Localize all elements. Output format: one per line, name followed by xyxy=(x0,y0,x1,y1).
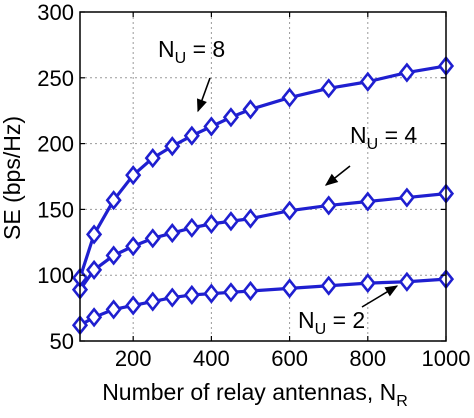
data-series xyxy=(71,55,455,336)
data-point-marker xyxy=(359,71,376,92)
data-point-marker xyxy=(320,195,337,216)
annotation-value: = 2 xyxy=(326,307,365,333)
data-point-marker xyxy=(242,99,259,120)
annotation-main: N xyxy=(350,122,367,148)
annotation-subscript: U xyxy=(367,136,379,153)
x-tick-label: 1000 xyxy=(422,346,471,371)
data-point-marker xyxy=(125,295,142,316)
x-axis-label: Number of relay antennas, NR xyxy=(102,379,408,410)
x-tick-label: 600 xyxy=(271,346,308,371)
data-point-marker xyxy=(86,259,103,281)
x-axis-label-sub: R xyxy=(396,393,408,410)
y-tick-label: 50 xyxy=(50,329,74,354)
annotation-subscript: U xyxy=(175,50,187,67)
data-point-marker xyxy=(105,299,122,320)
data-point-marker xyxy=(242,280,259,302)
data-point-marker xyxy=(125,165,142,186)
y-axis-label: SE (bps/Hz) xyxy=(0,116,25,240)
annotation-main: N xyxy=(158,36,175,62)
data-point-marker xyxy=(242,208,259,229)
annotation-arrowhead xyxy=(384,285,399,297)
data-point-marker xyxy=(164,287,181,308)
data-point-marker xyxy=(281,87,298,108)
data-point-marker xyxy=(398,271,415,292)
y-tick-label: 200 xyxy=(37,132,74,157)
y-tick-label: 100 xyxy=(37,263,74,288)
data-point-marker xyxy=(144,147,161,169)
data-point-marker xyxy=(86,307,103,328)
annotation-value: = 4 xyxy=(378,122,417,148)
plot-frame xyxy=(79,11,447,342)
x-tick-label: 800 xyxy=(349,346,386,371)
x-tick-label: 400 xyxy=(193,346,230,371)
annotation-subscript: U xyxy=(315,321,327,338)
annotation-arrowhead xyxy=(197,98,207,113)
data-point-marker xyxy=(359,191,376,212)
annotation-main: N xyxy=(298,307,315,333)
data-point-marker xyxy=(281,200,298,221)
y-tick-label: 150 xyxy=(37,197,74,222)
data-point-marker xyxy=(281,278,298,299)
data-point-marker xyxy=(203,283,220,304)
series-annotation-label: NU = 8 xyxy=(158,36,225,67)
annotation-arrowhead xyxy=(324,173,339,186)
data-point-marker xyxy=(320,275,337,296)
data-point-marker xyxy=(144,291,161,312)
annotation-value: = 8 xyxy=(186,36,225,62)
data-point-marker xyxy=(105,190,122,211)
data-point-marker xyxy=(222,282,240,303)
data-point-marker xyxy=(398,187,415,208)
data-point-marker xyxy=(164,223,181,244)
data-point-marker xyxy=(398,62,415,83)
data-point-marker xyxy=(320,78,337,99)
data-point-marker xyxy=(105,245,122,266)
data-point-marker xyxy=(222,211,240,232)
data-point-marker xyxy=(359,273,376,294)
x-tick-label: 200 xyxy=(115,346,152,371)
data-point-marker xyxy=(164,136,181,157)
y-tick-label: 300 xyxy=(37,0,74,25)
series-annotation-label: NU = 2 xyxy=(298,307,365,338)
data-point-marker xyxy=(183,284,200,306)
data-point-marker xyxy=(183,217,200,238)
y-tick-label: 250 xyxy=(37,66,74,91)
data-point-marker xyxy=(222,107,240,128)
data-point-marker xyxy=(203,116,220,137)
data-point-marker xyxy=(86,224,103,245)
data-point-marker xyxy=(144,228,161,249)
annotations: NU = 8NU = 4NU = 2 xyxy=(158,36,417,338)
data-point-marker xyxy=(183,125,200,146)
series-annotation-label: NU = 4 xyxy=(350,122,417,153)
data-point-marker xyxy=(203,213,220,234)
data-point-marker xyxy=(125,236,142,257)
axis-ticks: 200 400 600 800 1000 50 100 150 200 250 300 xyxy=(37,0,470,371)
x-axis-label-main: Number of relay antennas, N xyxy=(102,379,396,405)
